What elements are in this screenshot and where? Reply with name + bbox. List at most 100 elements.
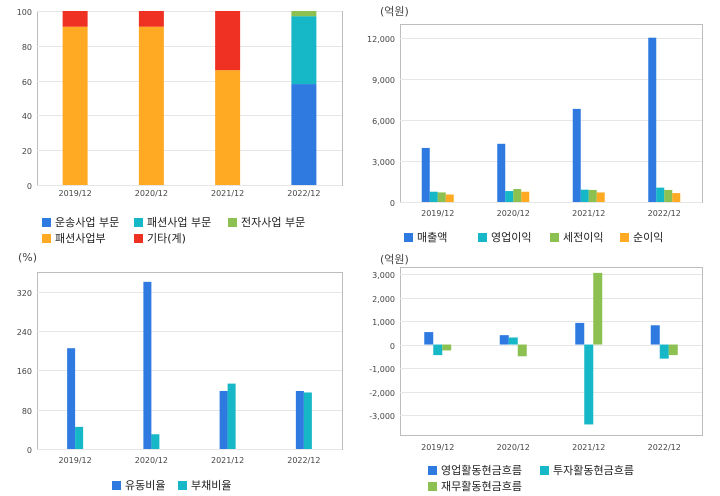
bar-segment [138, 11, 164, 27]
bar [648, 37, 657, 202]
bar [303, 392, 312, 449]
y-tick-label: 2,000 [372, 295, 395, 304]
unit-label: (억원) [380, 253, 409, 266]
bar [521, 191, 530, 202]
y-tick-label: 320 [17, 289, 32, 298]
bar [572, 108, 581, 202]
legend-ratios: 유동비율 부채비율 [112, 477, 352, 493]
x-tick-label: 2022/12 [648, 209, 681, 218]
bar [588, 189, 597, 202]
legend-item: 패션사업부 [42, 230, 106, 246]
legend-swatch [428, 466, 437, 475]
bar [151, 434, 160, 449]
legend-label: 영업이익 [491, 231, 532, 244]
y-tick-label: 80 [22, 43, 32, 52]
bar [429, 191, 438, 202]
bar [433, 344, 443, 356]
chart-cash-flow: (억원) -3,000 -2,000 -1,000 0 1,000 2,000 3,000 2… [360, 248, 720, 496]
bar-segment [291, 11, 317, 17]
x-tick-label: 2019/12 [59, 456, 92, 465]
bar [659, 344, 669, 359]
legend-label: 패션사업부 [55, 232, 106, 245]
legend-label: 기타(계) [147, 232, 186, 245]
bar-segment [62, 11, 88, 27]
legend-swatch [134, 234, 143, 243]
y-tick-label: -1,000 [369, 365, 395, 374]
bar-segment [291, 16, 317, 85]
bar [596, 192, 605, 202]
legend-item: 영업활동현금흐름 [428, 462, 522, 478]
legend-item: 유동비율 [112, 477, 165, 493]
bar [219, 390, 228, 449]
legend-swatch [540, 466, 549, 475]
legend-item: 패션사업 부문 [134, 214, 211, 230]
chart-business-segments: 0 20 40 60 80 100 2019/12 2020/12 2021/12 2022/12… [0, 0, 360, 248]
legend-item: 세전이익 [550, 229, 603, 245]
y-tick-label: 100 [17, 8, 32, 17]
x-tick-label: 2020/12 [135, 189, 168, 198]
plot-frame [400, 24, 703, 203]
legend-income: 매출액 영업이익 세전이익 순이익 [404, 229, 714, 245]
bar [517, 344, 527, 357]
bar [442, 344, 452, 351]
legend-item: 부채비율 [178, 477, 231, 493]
legend-label: 유동비율 [125, 479, 166, 492]
legend-item: 순이익 [620, 229, 663, 245]
y-tick-label: -3,000 [369, 412, 395, 421]
x-tick-label: 2020/12 [497, 209, 530, 218]
legend-label: 패션사업 부문 [147, 216, 212, 229]
y-tick-label: 20 [22, 147, 32, 156]
y-tick-label: 160 [17, 367, 32, 376]
bar [143, 281, 152, 449]
y-tick-label: 0 [390, 199, 395, 208]
bar [75, 426, 84, 449]
legend-label: 순이익 [633, 231, 664, 244]
bar [664, 189, 673, 202]
y-tick-label: 3,000 [372, 271, 395, 280]
y-tick-label: 240 [17, 328, 32, 337]
bar [508, 337, 518, 345]
legend-label: 세전이익 [563, 231, 604, 244]
y-tick-label: 6,000 [372, 117, 395, 126]
chart-income-svg: 0 3,000 6,000 9,000 12,000 2019/12 2020/12 2021… [367, 24, 703, 218]
bar-segment [291, 84, 317, 185]
x-tick-label: 2021/12 [572, 209, 605, 218]
unit-label: (%) [18, 251, 38, 264]
legend-label: 영업활동현금흐름 [441, 464, 522, 477]
x-tick-label: 2021/12 [211, 189, 244, 198]
bar [580, 189, 589, 202]
chart-income: (억원) 0 3,000 6,000 9,000 12,000 2019/12 2020/1… [360, 0, 720, 248]
legend-swatch [178, 481, 187, 490]
y-tick-label: 3,000 [372, 158, 395, 167]
chart-cash-flow-svg: -3,000 -2,000 -1,000 0 1,000 2,000 3,000 2019/1… [369, 267, 703, 452]
chart-ratios-svg: 0 80 160 240 320 2019/12 2020/12 2021/12 2022/12 [17, 272, 343, 465]
y-tick-label: -2,000 [369, 389, 395, 398]
legend-swatch [478, 233, 487, 242]
bar [575, 322, 585, 345]
bar [437, 192, 446, 202]
bar [656, 187, 665, 202]
legend-business-segments: 운송사업 부문 패션사업 부문 전자사업 부문 패션사업부 기타(계) [42, 214, 358, 246]
chart-business-segments-svg: 0 20 40 60 80 100 2019/12 2020/12 2021/12 2022/12 [17, 8, 343, 198]
bar-segment [215, 70, 241, 185]
bar [505, 191, 514, 202]
legend-swatch [428, 482, 437, 491]
bar [668, 344, 678, 356]
x-tick-label: 2019/12 [59, 189, 92, 198]
legend-label: 매출액 [417, 231, 448, 244]
legend-label: 재무활동현금흐름 [441, 480, 522, 493]
y-tick-label: 80 [22, 407, 32, 416]
bar [227, 383, 236, 449]
y-tick-label: 60 [22, 78, 32, 87]
bar [499, 335, 509, 345]
legend-swatch [42, 218, 51, 227]
bar [584, 344, 594, 425]
bar [593, 272, 603, 345]
legend-item: 기타(계) [134, 230, 186, 246]
x-tick-label: 2020/12 [497, 443, 530, 452]
bar [67, 348, 76, 449]
y-tick-label: 0 [27, 446, 32, 455]
legend-swatch [620, 233, 629, 242]
legend-label: 투자활동현금흐름 [553, 464, 634, 477]
legend-swatch [404, 233, 413, 242]
